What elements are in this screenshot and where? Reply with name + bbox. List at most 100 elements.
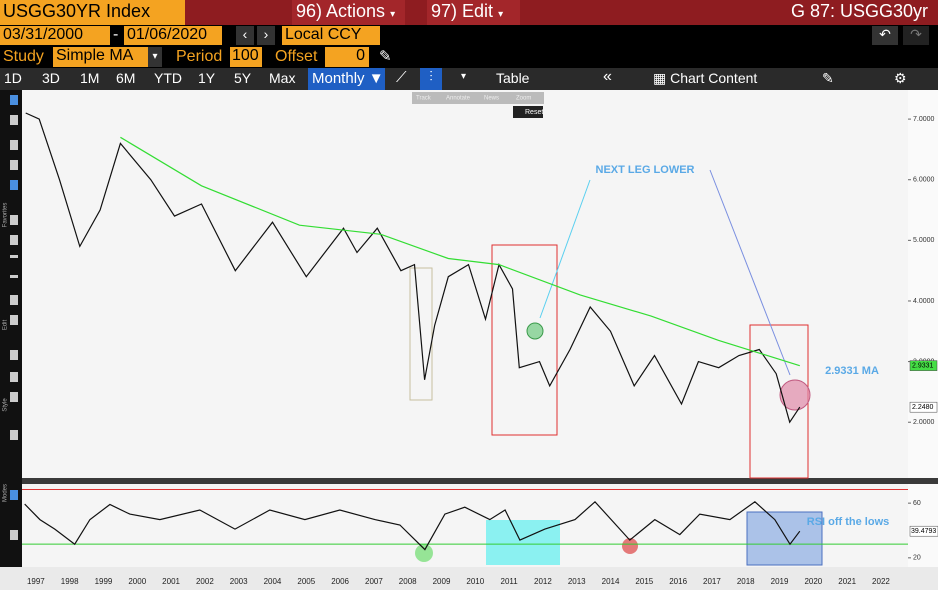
x-tick-label: 2004: [264, 577, 282, 586]
tool-icon[interactable]: [10, 350, 18, 360]
range-button[interactable]: 1M: [80, 70, 100, 86]
tool-icon[interactable]: [10, 275, 18, 278]
line-icon[interactable]: ⟋: [396, 69, 407, 86]
x-tick-label: 2022: [872, 577, 890, 586]
tool-icon[interactable]: [10, 392, 18, 402]
y-tick-label: 20: [913, 555, 921, 562]
date-separator: -: [113, 26, 119, 43]
tool-icon[interactable]: [10, 372, 18, 382]
mini-button[interactable]: Annotate: [446, 96, 471, 102]
currency-field[interactable]: Local CCY: [282, 26, 380, 45]
title-bar: USGG30YR Index 96) Actions ▾ 97) Edit ▾ …: [0, 0, 938, 25]
x-tick-label: 2013: [568, 577, 586, 586]
mini-button[interactable]: Track: [416, 96, 432, 102]
range-button[interactable]: 3D: [42, 70, 60, 86]
price-label-box: [909, 360, 938, 371]
y-tick-label: 7.0000: [913, 116, 935, 123]
current-label: 39.4793: [911, 528, 936, 535]
collapse-button[interactable]: «: [603, 68, 612, 85]
reset-button[interactable]: [513, 106, 543, 118]
tool-icon[interactable]: [10, 235, 18, 245]
period-field[interactable]: 100: [230, 47, 262, 67]
range-button[interactable]: 5Y: [234, 70, 252, 86]
edit-icon[interactable]: ✎: [822, 70, 834, 86]
offset-label: Offset: [275, 48, 318, 65]
offset-field[interactable]: 0: [325, 47, 369, 67]
x-tick-label: 1998: [61, 577, 79, 586]
frequency-text: Monthly: [312, 70, 365, 87]
highlight-circle: [415, 544, 433, 562]
price-panel: [22, 90, 908, 478]
x-tick-label: 2012: [534, 577, 552, 586]
edit-menu[interactable]: 97) Edit ▾: [427, 0, 520, 25]
pencil-icon[interactable]: ✎: [379, 48, 392, 65]
next-button[interactable]: ›: [257, 26, 275, 45]
range-button[interactable]: YTD: [154, 70, 182, 86]
settings-icon[interactable]: ⚙: [894, 70, 907, 86]
frequency-menu[interactable]: Monthly ▼: [308, 68, 385, 90]
highlight-box: [409, 267, 433, 401]
end-date[interactable]: 01/06/2020: [124, 26, 222, 45]
security-field[interactable]: USGG30YR Index: [0, 0, 185, 25]
price-label: 2.9331: [912, 362, 934, 369]
range-button[interactable]: 1D: [4, 70, 22, 86]
x-tick-label: 2008: [399, 577, 417, 586]
arrow: [539, 179, 591, 319]
y-tick-label: 4.0000: [913, 298, 935, 305]
range-button[interactable]: 1Y: [198, 70, 216, 86]
rsi-axis-strip: [908, 484, 938, 567]
annotation: NEXT LEG LOWER: [596, 164, 695, 176]
tool-icon[interactable]: [10, 315, 18, 325]
annotation: 2.9331 MA: [825, 365, 879, 377]
study-bar: Study Simple MA ▾ Period 100 Offset 0 ✎: [0, 46, 938, 68]
highlight-box: [491, 244, 558, 436]
highlight-box: [746, 511, 823, 566]
chart-content-button[interactable]: ▦ Chart Content: [653, 70, 758, 86]
x-tick-label: 2017: [703, 577, 721, 586]
tool-icon[interactable]: [10, 430, 18, 440]
x-tick-label: 2011: [501, 577, 519, 586]
x-tick-label: 2019: [771, 577, 789, 586]
tool-icon[interactable]: [10, 140, 18, 150]
study-dropdown[interactable]: ▾: [148, 47, 162, 67]
current-label-box: [909, 525, 938, 537]
x-tick-label: 2015: [635, 577, 653, 586]
pointer-icon[interactable]: [10, 95, 18, 105]
bar-icon[interactable]: ⫶: [420, 68, 442, 90]
side-label: Edit: [3, 320, 9, 331]
prev-button[interactable]: ‹: [236, 26, 254, 45]
side-icons: [10, 95, 18, 540]
table-button[interactable]: Table: [496, 70, 530, 86]
highlights: [409, 169, 823, 566]
x-tick-label: 2001: [162, 577, 180, 586]
page-code: G 87: USGG30yr: [790, 1, 928, 21]
tool-icon[interactable]: [10, 490, 18, 500]
actions-menu[interactable]: 96) Actions ▾: [292, 0, 405, 25]
range-button[interactable]: Max: [269, 70, 296, 86]
highlight-circle: [622, 538, 638, 554]
study-field[interactable]: Simple MA: [53, 47, 148, 67]
tool-icon[interactable]: [10, 295, 18, 305]
tool-icon[interactable]: [10, 255, 18, 258]
tool-icon[interactable]: [10, 180, 18, 190]
annotation: RSI off the lows: [807, 516, 890, 528]
reset-label: Reset: [525, 109, 543, 116]
range-button[interactable]: 6M: [116, 70, 136, 86]
tool-icon[interactable]: [10, 160, 18, 170]
start-date[interactable]: 03/31/2000: [0, 26, 110, 45]
mini-button[interactable]: Zoom: [516, 96, 531, 102]
tool-icon[interactable]: [10, 530, 18, 540]
x-tick-label: 2005: [297, 577, 315, 586]
type-dropdown[interactable]: ▾: [461, 71, 467, 82]
undo-button[interactable]: ↶: [872, 26, 898, 45]
y-tick-label: 6.0000: [913, 177, 935, 184]
x-tick-label: 2009: [433, 577, 451, 586]
tool-icon[interactable]: [10, 215, 18, 225]
x-tick-label: 2014: [602, 577, 620, 586]
mini-button[interactable]: News: [484, 96, 499, 102]
edit-text: 97) Edit: [431, 1, 494, 21]
redo-button[interactable]: ↷: [903, 26, 929, 45]
side-label: Style: [3, 398, 9, 412]
draw-icon[interactable]: [10, 115, 18, 125]
